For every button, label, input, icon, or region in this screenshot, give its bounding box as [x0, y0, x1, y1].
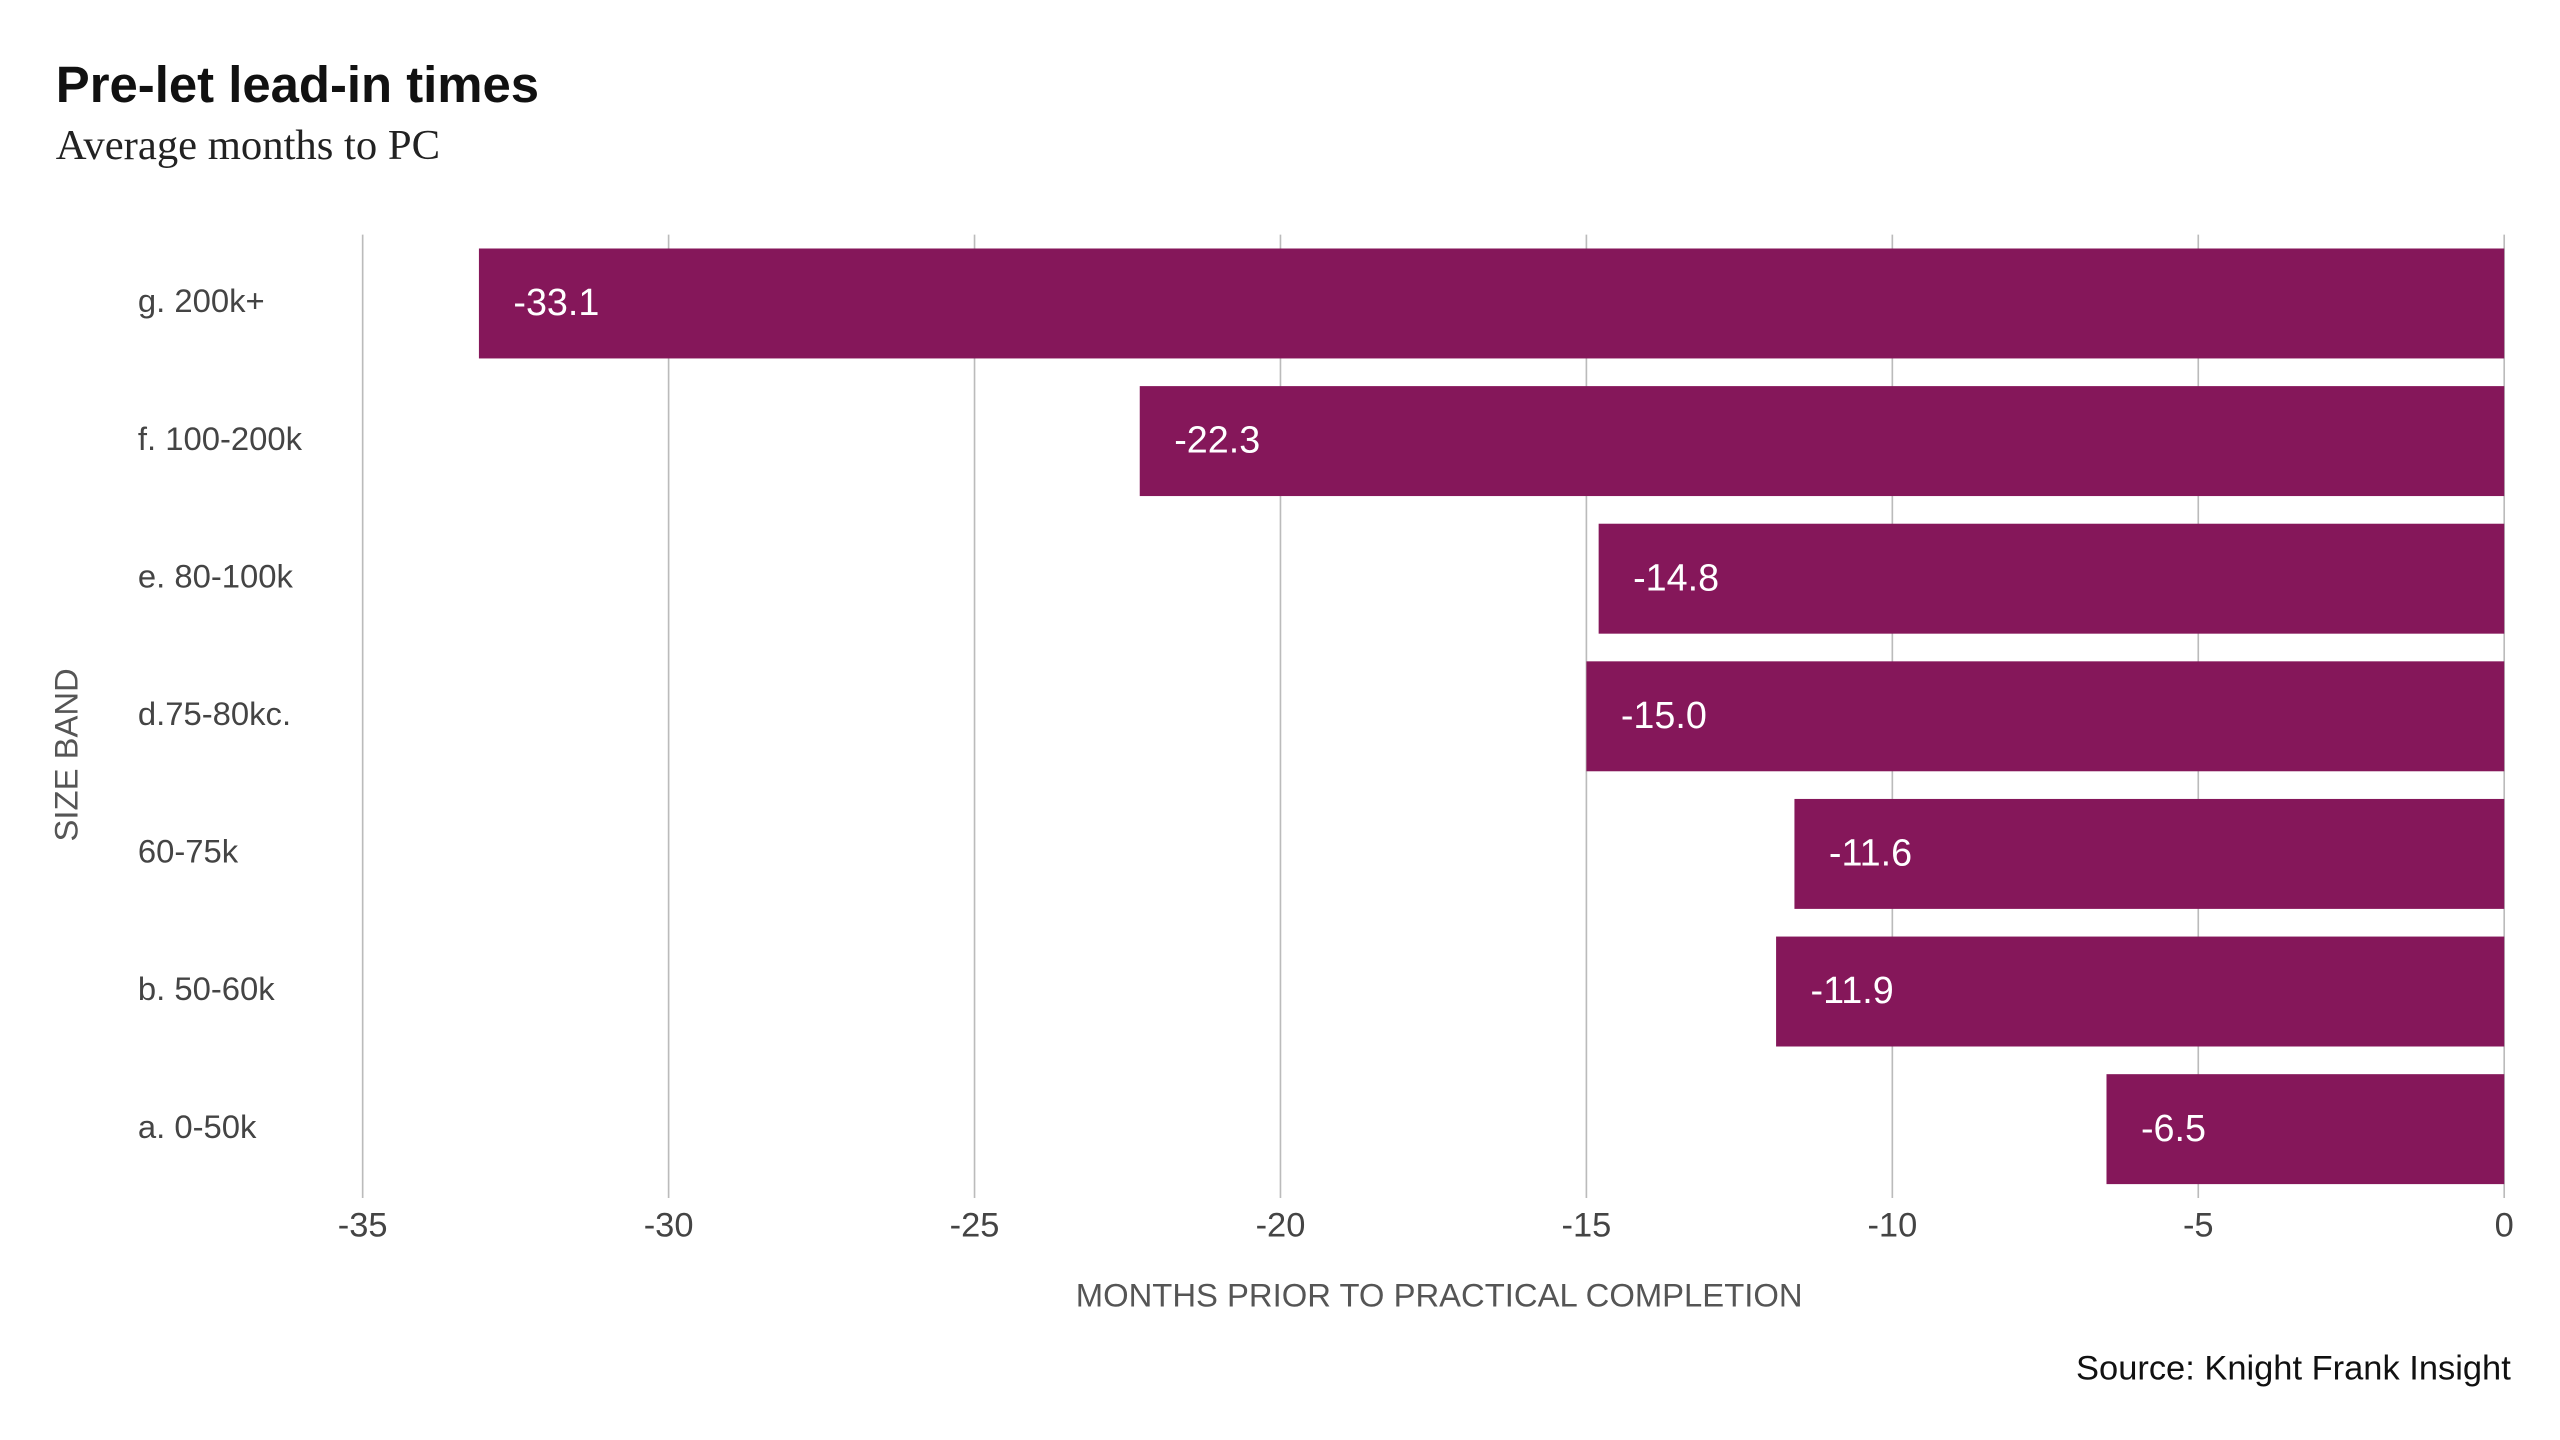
y-tick-label: b. 50-60k [138, 970, 275, 1007]
x-tick-label: 0 [2495, 1207, 2514, 1245]
y-tick-label: e. 80-100k [138, 557, 294, 594]
bar [1598, 523, 2505, 634]
chart-subtitle: Average months to PC [56, 122, 440, 169]
data-label: -33.1 [513, 281, 599, 323]
y-axis-label: SIZE BAND [48, 668, 85, 841]
source: Source: Knight Frank Insight [2076, 1349, 2511, 1387]
x-tick-label: -10 [1867, 1207, 1917, 1245]
data-label: -22.3 [1174, 419, 1260, 461]
y-tick-label: 60-75k [138, 833, 239, 870]
x-tick-label: -5 [2183, 1207, 2214, 1245]
bar [478, 248, 2505, 359]
bar [2106, 1074, 2505, 1185]
x-tick-label: -25 [950, 1207, 1000, 1245]
y-tick-label: g. 200k+ [138, 282, 265, 319]
x-tick-label: -15 [1562, 1207, 1612, 1245]
x-axis-label: MONTHS PRIOR TO PRACTICAL COMPLETION [1076, 1277, 1803, 1314]
y-tick-label: a. 0-50k [138, 1108, 257, 1145]
bar [1794, 798, 2505, 909]
bar [1139, 386, 2505, 497]
chart-title: Pre-let lead-in times [56, 56, 539, 113]
data-label: -6.5 [2141, 1107, 2206, 1149]
data-label: -11.9 [1811, 969, 1894, 1011]
x-tick-label: -35 [338, 1207, 388, 1245]
x-tick-label: -30 [644, 1207, 694, 1245]
y-tick-label: f. 100-200k [138, 420, 303, 457]
x-tick-label: -20 [1256, 1207, 1306, 1245]
data-label: -11.6 [1829, 832, 1912, 874]
data-label: -14.8 [1633, 556, 1719, 598]
y-tick-label: d.75-80kc. [138, 695, 291, 732]
data-label: -15.0 [1621, 694, 1707, 736]
bar [1776, 936, 2505, 1047]
bar [1586, 661, 2505, 772]
